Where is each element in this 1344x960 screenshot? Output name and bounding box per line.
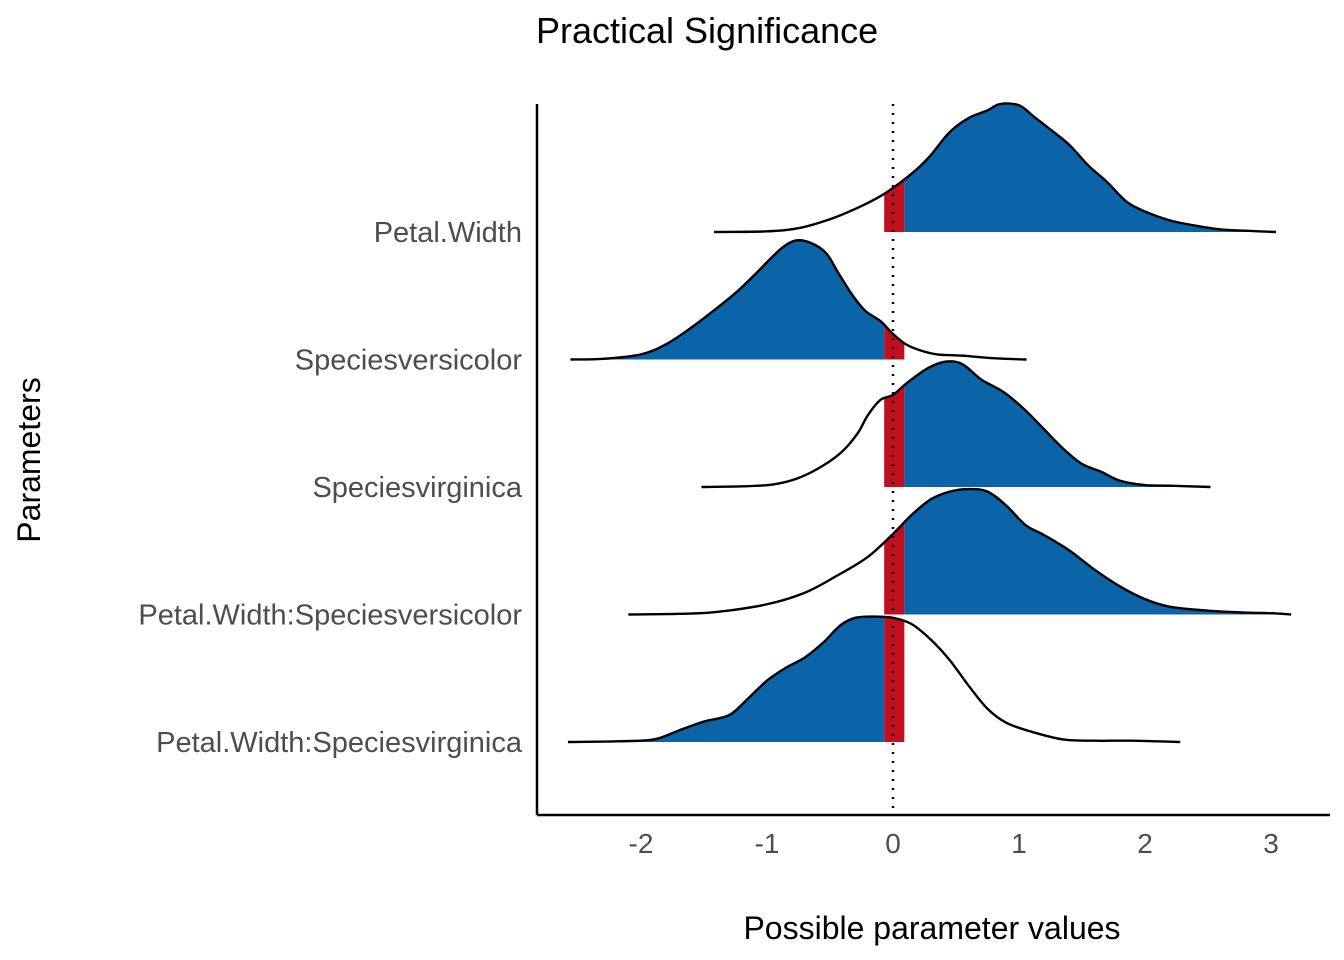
ridge-petal-width-speciesversicolor [628, 487, 1292, 616]
rope-region-speciesvirginica [884, 385, 905, 487]
x-tick-label: 3 [1263, 828, 1279, 859]
x-tick-label: 2 [1137, 828, 1153, 859]
x-tick-label: 0 [885, 828, 901, 859]
density-outline-speciesversicolor [570, 239, 1027, 361]
rope-region-petal-width-speciesvirginica [884, 617, 905, 742]
rope-region-speciesversicolor [884, 324, 905, 360]
y-tick-label: Petal.Width [374, 217, 522, 249]
rope-region-petal-width [884, 179, 905, 232]
density-outline-petal-width-speciesvirginica [567, 615, 1181, 744]
density-outline-petal-width-speciesversicolor [628, 487, 1292, 616]
chart-title: Practical Significance [536, 10, 878, 51]
x-axis-ticks: -2 -1 0 1 2 3 [629, 828, 1279, 859]
y-axis-title: Parameters [11, 377, 47, 542]
y-tick-label: Petal.Width:Speciesversicolor [138, 600, 522, 632]
x-tick-label: -1 [755, 828, 780, 859]
density-ridges [567, 102, 1292, 744]
ridge-petal-width-speciesvirginica [567, 615, 1181, 744]
density-outline-petal-width [714, 102, 1277, 234]
significant-region-petal-width-speciesvirginica [567, 616, 885, 742]
y-tick-label: Speciesvirginica [312, 472, 522, 504]
significant-region-speciesvirginica [904, 361, 1211, 487]
ridge-petal-width [714, 102, 1277, 234]
significant-region-petal-width-speciesversicolor [904, 489, 1292, 615]
x-axis-title: Possible parameter values [743, 910, 1120, 946]
ridge-speciesvirginica [701, 360, 1211, 489]
ridge-speciesversicolor [570, 239, 1027, 361]
y-tick-label: Petal.Width:Speciesvirginica [156, 727, 523, 759]
density-outline-speciesvirginica [701, 360, 1211, 489]
y-tick-label: Speciesversicolor [295, 345, 523, 377]
y-axis-category-labels: Petal.Width Speciesversicolor Speciesvirgi… [138, 217, 522, 759]
x-tick-label: -2 [629, 828, 654, 859]
rope-region-petal-width-speciesversicolor [884, 522, 905, 615]
x-tick-label: 1 [1011, 828, 1027, 859]
